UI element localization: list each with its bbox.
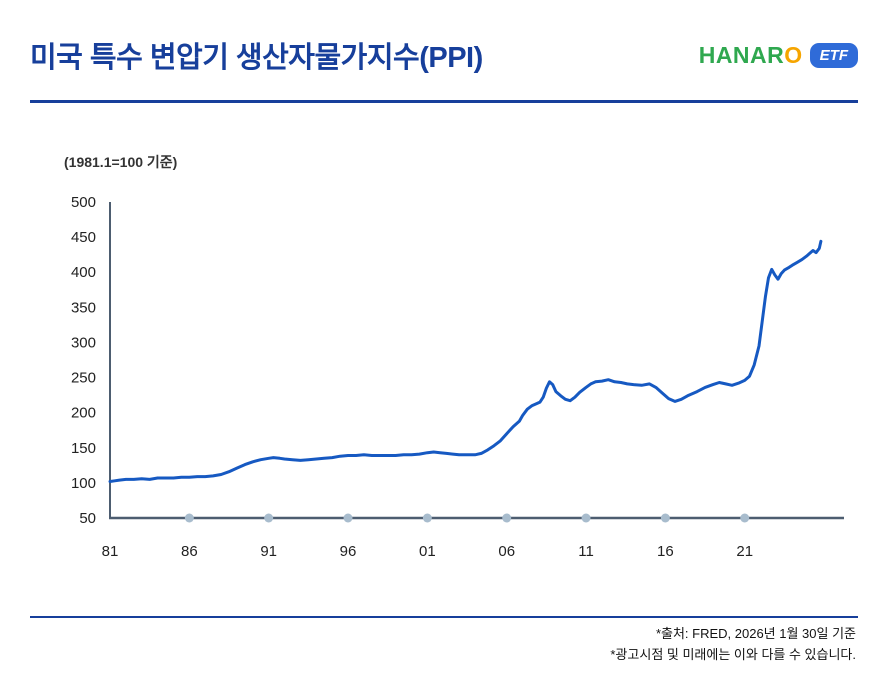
- y-tick-label: 450: [71, 229, 96, 246]
- axis-tick-dot: [264, 513, 274, 523]
- axis-tick-dot: [660, 513, 670, 523]
- axis-tick-dot: [740, 513, 750, 523]
- y-tick-label: 100: [71, 475, 96, 492]
- y-tick-label: 200: [71, 405, 96, 422]
- y-tick-label: 300: [71, 334, 96, 351]
- axis-tick-dot: [502, 513, 512, 523]
- y-tick-label: 150: [71, 440, 96, 457]
- y-tick-label: 50: [79, 510, 96, 527]
- axis-unit-label: (1981.1=100 기준): [64, 154, 178, 170]
- source-note: *출처: FRED, 2026년 1월 30일 기준: [655, 626, 856, 641]
- x-tick-label: 06: [498, 543, 515, 560]
- page-title: 미국 특수 변압기 생산자물가지수(PPI): [30, 42, 483, 74]
- x-tick-label: 86: [181, 543, 198, 560]
- x-tick-label: 21: [736, 543, 753, 560]
- footer: *출처: FRED, 2026년 1월 30일 기준 *광고시점 및 미래에는 …: [610, 624, 856, 666]
- y-tick-label: 500: [71, 194, 96, 211]
- ppi-series-line: [108, 239, 823, 483]
- x-tick-label: 96: [340, 543, 357, 560]
- axis-tick-dot: [581, 513, 591, 523]
- y-tick-label: 400: [71, 264, 96, 281]
- axis-tick-dot: [422, 513, 432, 523]
- logo-brand-text: HANARO: [699, 42, 803, 69]
- hanaro-etf-logo: HANARO ETF: [699, 42, 858, 69]
- header-divider: [30, 100, 858, 103]
- axis-tick-dot: [184, 513, 194, 523]
- logo-brand-o: O: [784, 41, 803, 68]
- y-tick-label: 250: [71, 370, 96, 387]
- header: 미국 특수 변압기 생산자물가지수(PPI) HANARO ETF: [30, 34, 858, 76]
- footer-divider: [30, 616, 858, 618]
- x-tick-label: 01: [419, 543, 436, 560]
- y-tick-label: 350: [71, 299, 96, 316]
- x-tick-label: 16: [657, 543, 674, 560]
- x-tick-label: 11: [578, 543, 594, 560]
- axis-tick-dot: [343, 513, 353, 523]
- logo-etf-badge: ETF: [809, 42, 858, 68]
- disclaimer-note: *광고시점 및 미래에는 이와 다를 수 있습니다.: [610, 646, 856, 662]
- ppi-line-chart: 500 450 400 350 300 250 200 150 100 50 81 86 91 96 01 0…: [71, 194, 844, 560]
- logo-brand-main: HANAR: [698, 41, 785, 68]
- x-tick-label: 91: [260, 543, 277, 560]
- x-tick-label: 81: [102, 543, 119, 560]
